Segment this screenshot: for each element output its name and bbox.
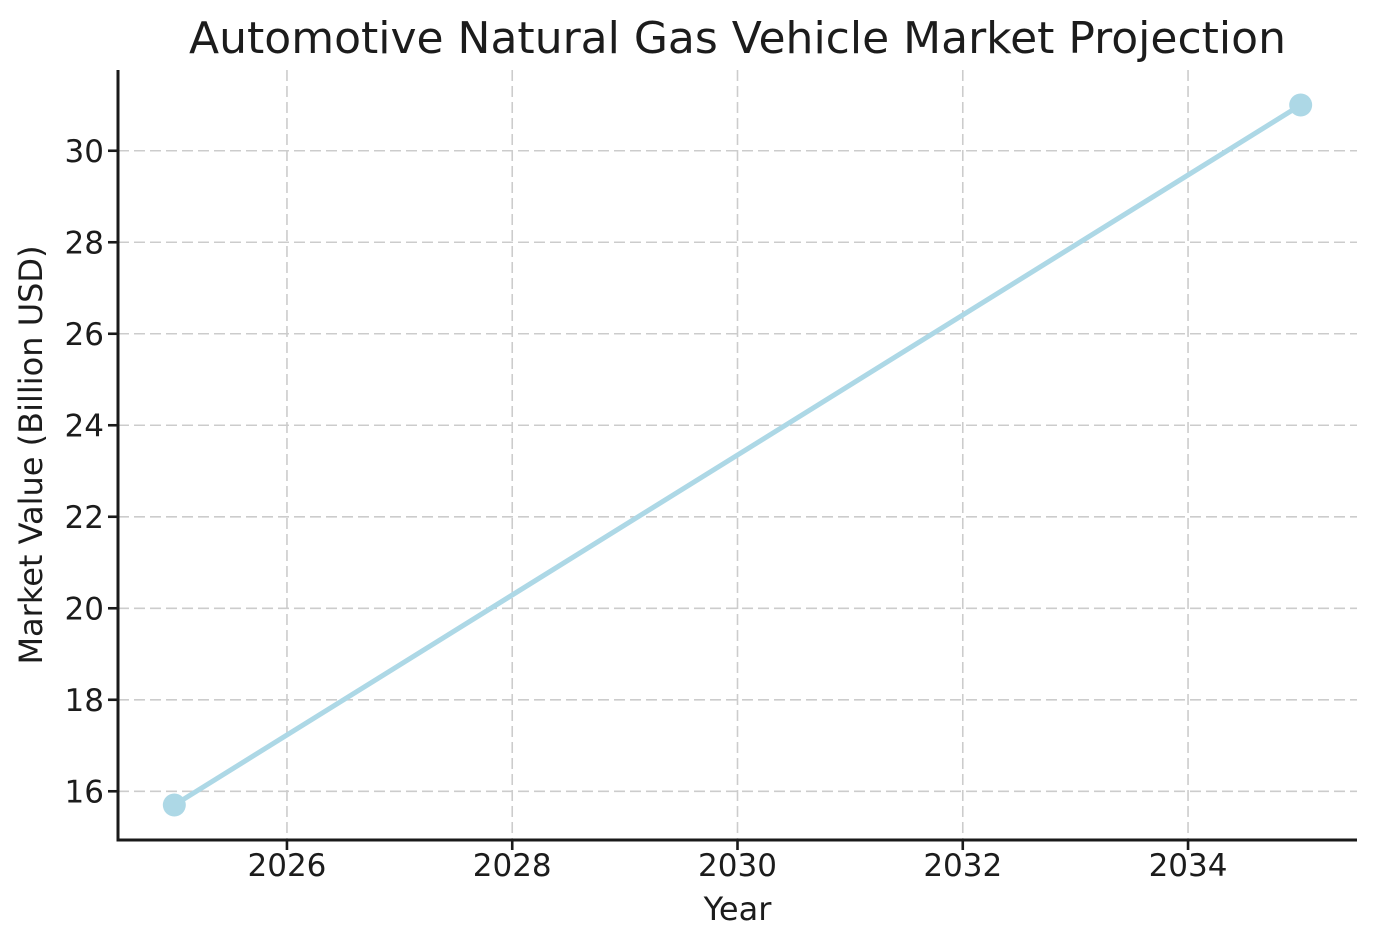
data-point-marker xyxy=(1289,93,1313,117)
y-tick-label: 24 xyxy=(65,408,104,444)
x-axis-label: Year xyxy=(703,890,773,928)
y-tick-label: 16 xyxy=(65,774,104,810)
y-tick-label: 26 xyxy=(65,317,104,353)
x-tick-label: 2034 xyxy=(1149,848,1228,884)
y-tick-label: 22 xyxy=(65,500,104,536)
y-tick-label: 28 xyxy=(65,225,104,261)
x-tick-label: 2030 xyxy=(698,848,777,884)
y-tick-label: 18 xyxy=(65,683,104,719)
market-projection-line xyxy=(171,102,1304,808)
y-axis-label: Market Value (Billion USD) xyxy=(12,245,50,664)
x-tick-label: 2026 xyxy=(248,848,327,884)
y-tick-label: 20 xyxy=(65,591,104,627)
data-point-marker xyxy=(162,793,186,817)
chart-title: Automotive Natural Gas Vehicle Market Pr… xyxy=(189,13,1286,64)
plot-area: 2026 2028 2030 2032 2034 16 18 20 22 24 26 28 30 xyxy=(65,70,1357,884)
x-tick-label: 2028 xyxy=(473,848,552,884)
y-tick-label: 30 xyxy=(65,134,104,170)
x-tick-label: 2032 xyxy=(923,848,1002,884)
